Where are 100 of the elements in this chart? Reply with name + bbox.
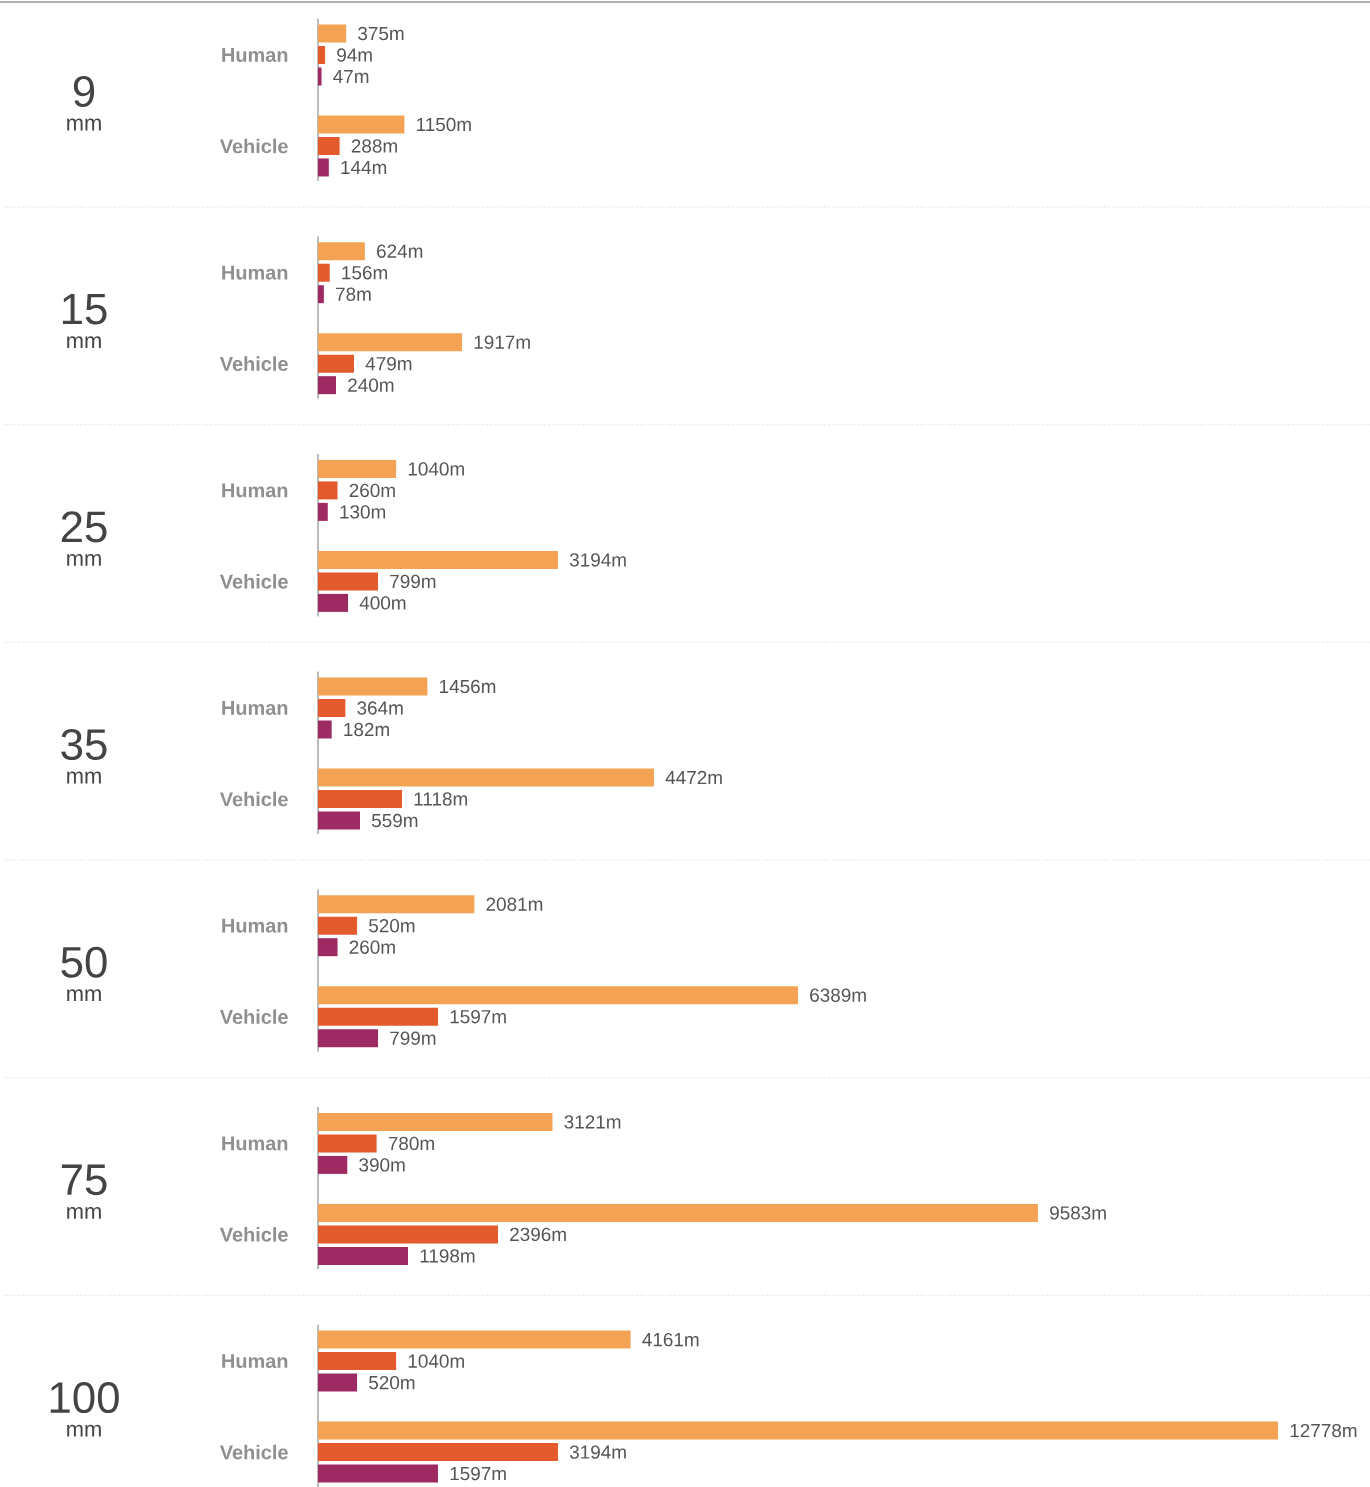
data-label: 260m	[349, 940, 395, 954]
bar	[318, 481, 338, 500]
bar	[318, 242, 365, 261]
bar	[318, 502, 328, 521]
data-label: 78m	[336, 287, 371, 301]
data-label: 1456m	[440, 679, 496, 694]
bar	[318, 158, 329, 177]
bar	[318, 45, 326, 64]
data-label: 144m	[341, 160, 387, 174]
text: 9	[73, 75, 95, 107]
data-label: 130m	[340, 505, 386, 519]
bar	[318, 1112, 553, 1131]
data-label: 240m	[348, 378, 394, 392]
y-tick-label: Vehicle	[219, 138, 288, 154]
text: 50	[61, 946, 107, 978]
bar	[318, 938, 338, 957]
data-label: 288m	[351, 139, 397, 153]
bar	[318, 1373, 358, 1392]
text: mm	[67, 1424, 101, 1437]
data-label: 9583m	[1050, 1206, 1106, 1220]
text: mm	[67, 989, 101, 1002]
text: mm	[67, 118, 101, 131]
bar	[318, 1203, 1038, 1222]
bar	[318, 699, 346, 717]
text: mm	[67, 1207, 101, 1219]
bar	[318, 354, 354, 373]
y-tick-label: Vehicle	[219, 791, 288, 807]
data-label: 94m	[337, 48, 372, 62]
text: 100	[50, 1382, 119, 1414]
bar	[318, 459, 397, 478]
bar	[318, 550, 558, 569]
bar	[318, 1352, 397, 1371]
data-label: 1040m	[408, 1354, 464, 1368]
data-label: 1040m	[408, 462, 464, 476]
data-label: 390m	[359, 1158, 405, 1172]
bar	[318, 1443, 558, 1462]
y-tick-label: Human	[222, 483, 288, 498]
bar	[318, 67, 322, 86]
bar	[318, 24, 347, 43]
data-label: 2396m	[510, 1227, 566, 1242]
y-tick-label: Vehicle	[219, 356, 288, 371]
y-tick-label: Human	[222, 1136, 288, 1151]
data-label: 1597m	[450, 1466, 506, 1481]
y-tick-label: Human	[222, 48, 288, 62]
text: 35	[61, 728, 107, 760]
y-tick-label: Human	[222, 701, 288, 715]
bar	[318, 1330, 631, 1349]
data-label: 1150m	[417, 117, 471, 132]
data-label: 47m	[333, 69, 369, 83]
data-label: 520m	[369, 919, 415, 933]
bar	[318, 811, 360, 830]
data-label: 12778m	[1290, 1423, 1357, 1438]
data-label: 400m	[359, 596, 406, 610]
data-label: 4161m	[642, 1332, 699, 1347]
bar	[318, 1246, 409, 1265]
data-label: 479m	[365, 356, 412, 371]
bar	[318, 285, 324, 304]
bar	[318, 789, 402, 808]
data-label: 182m	[344, 722, 389, 737]
data-label: 520m	[369, 1375, 415, 1390]
data-label: 2081m	[486, 897, 543, 911]
bar	[318, 333, 463, 352]
bar	[318, 1029, 379, 1048]
data-label: 375m	[358, 26, 404, 41]
bar	[318, 916, 358, 935]
data-label: 799m	[390, 574, 436, 589]
bar	[318, 1155, 348, 1174]
data-label: 1198m	[420, 1249, 475, 1263]
y-tick-label: Vehicle	[219, 1227, 288, 1242]
data-label: 260m	[349, 483, 395, 498]
text: mm	[67, 553, 101, 566]
data-label: 1597m	[450, 1009, 506, 1024]
data-label: 1917m	[474, 335, 530, 349]
data-label: 559m	[371, 813, 418, 828]
y-tick-label: Human	[222, 918, 288, 933]
y-tick-label: Vehicle	[219, 1009, 288, 1024]
data-label: 3121m	[564, 1115, 621, 1129]
y-tick-label: Vehicle	[219, 1444, 288, 1460]
text: 75	[61, 1164, 107, 1196]
data-label: 364m	[357, 701, 403, 715]
text: 25	[61, 511, 107, 543]
data-label: 6389m	[810, 988, 866, 1002]
y-tick-label: Human	[222, 1354, 288, 1369]
data-label: 156m	[342, 265, 388, 280]
bar	[318, 1134, 377, 1153]
text: mm	[67, 771, 101, 784]
data-label: 3194m	[569, 553, 626, 567]
data-label: 3194m	[569, 1445, 626, 1459]
data-label: 780m	[388, 1136, 434, 1151]
text: 15	[62, 293, 107, 325]
bar	[318, 986, 798, 1005]
data-label: 4472m	[665, 770, 722, 785]
bar	[318, 1007, 438, 1026]
bar	[318, 572, 379, 591]
bar	[318, 263, 330, 282]
text: mm	[67, 336, 101, 349]
y-tick-label: Vehicle	[219, 574, 288, 589]
bar	[318, 1464, 438, 1483]
bar	[318, 677, 428, 696]
bar	[318, 136, 340, 155]
